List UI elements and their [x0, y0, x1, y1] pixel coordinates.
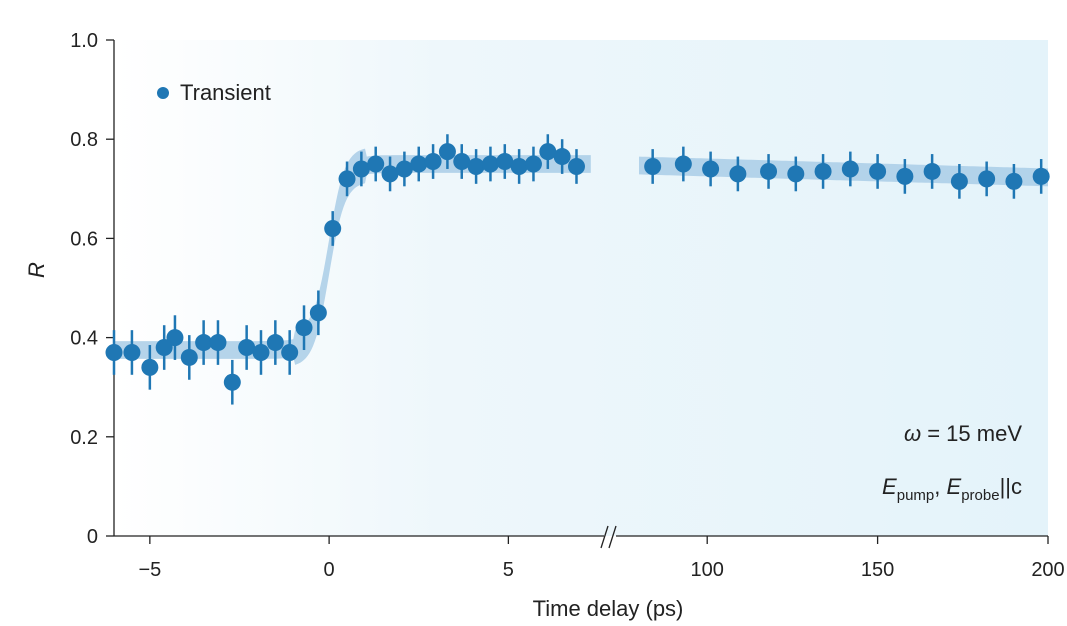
data-point	[524, 155, 542, 173]
x-tick-label: 150	[861, 559, 894, 581]
axis-break-mark-1	[600, 525, 609, 549]
data-point	[1005, 172, 1023, 190]
y-tick-label: 0.2	[70, 427, 98, 449]
data-point	[223, 373, 241, 391]
data-point	[510, 157, 528, 175]
legend-marker	[157, 87, 169, 99]
data-point	[438, 143, 456, 161]
e-pump-symbol: E	[882, 474, 897, 499]
x-tick-label: 100	[691, 559, 724, 581]
data-point	[539, 143, 557, 161]
data-point	[453, 153, 471, 171]
y-axis-title: R	[24, 262, 49, 278]
data-point	[381, 165, 399, 183]
data-point	[295, 319, 313, 337]
data-point	[309, 304, 327, 322]
data-point	[787, 165, 805, 183]
data-point	[141, 358, 159, 376]
data-point	[1032, 167, 1050, 185]
data-points	[105, 134, 1050, 405]
omega-value: = 15 meV	[921, 421, 1022, 446]
x-tick-label: 0	[324, 559, 335, 581]
probe-subscript: probe	[961, 487, 999, 504]
polarization-annotation: Epump, Eprobe||c	[882, 474, 1022, 504]
parallel-c: ||c	[1000, 474, 1022, 499]
omega-symbol: ω	[904, 421, 921, 446]
data-point	[266, 334, 284, 352]
data-point	[467, 157, 485, 175]
data-point	[950, 172, 968, 190]
data-point	[105, 343, 123, 361]
data-point	[180, 348, 198, 366]
data-point	[123, 343, 141, 361]
data-point	[644, 157, 662, 175]
y-tick-label: 0.4	[70, 328, 98, 350]
data-point	[395, 160, 413, 178]
data-point	[338, 170, 356, 188]
data-point	[702, 160, 720, 178]
omega-annotation: ω = 15 meV	[904, 421, 1022, 446]
data-point	[166, 329, 184, 347]
data-point	[553, 148, 571, 166]
data-point	[496, 153, 514, 171]
separator: ,	[934, 474, 946, 499]
x-axis-title: Time delay (ps)	[533, 596, 684, 621]
x-tick-label: −5	[138, 559, 161, 581]
x-tick-label: 5	[503, 559, 514, 581]
data-point	[195, 334, 213, 352]
axes: 0 0.2 0.4 0.6 0.8 1.0 −5 0 5 100 150 200	[70, 30, 1065, 581]
data-point	[367, 155, 385, 173]
x-tick-label: 200	[1031, 559, 1064, 581]
e-probe-symbol: E	[947, 474, 962, 499]
data-point	[209, 334, 227, 352]
data-point	[410, 155, 428, 173]
data-point	[567, 157, 585, 175]
data-point	[155, 339, 173, 357]
data-point	[324, 219, 342, 237]
data-point	[424, 153, 442, 171]
data-point	[252, 343, 270, 361]
y-tick-label: 0.6	[70, 228, 98, 250]
legend-label: Transient	[180, 80, 271, 105]
data-point	[978, 170, 996, 188]
y-tick-label: 0.8	[70, 129, 98, 151]
data-point	[841, 160, 859, 178]
data-point	[869, 162, 887, 180]
data-point	[814, 162, 832, 180]
legend: Transient	[157, 80, 271, 105]
data-point	[281, 343, 299, 361]
pump-subscript: pump	[897, 487, 935, 504]
data-point	[674, 155, 692, 173]
data-point	[923, 162, 941, 180]
y-tick-label: 1.0	[70, 30, 98, 52]
axis-break-mark-2	[608, 525, 617, 549]
data-point	[729, 165, 747, 183]
y-tick-label: 0	[87, 526, 98, 548]
data-point	[896, 167, 914, 185]
plot-background	[114, 40, 1048, 536]
data-point	[760, 162, 778, 180]
data-point	[238, 339, 256, 357]
data-point	[481, 155, 499, 173]
data-point	[352, 160, 370, 178]
